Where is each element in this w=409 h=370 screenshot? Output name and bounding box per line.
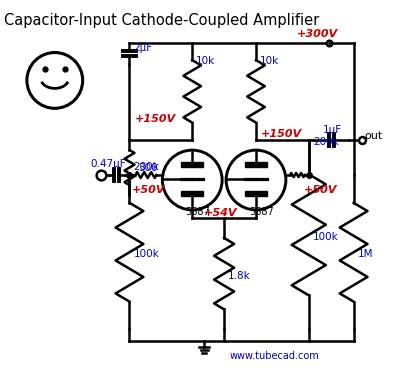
- Text: 1.8k: 1.8k: [227, 270, 250, 280]
- Text: 10k: 10k: [259, 57, 279, 67]
- Text: 200k: 200k: [133, 162, 159, 172]
- Text: 0.47μF: 0.47μF: [90, 159, 126, 169]
- Text: Capacitor-Input Cathode-Coupled Amplifier: Capacitor-Input Cathode-Coupled Amplifie…: [4, 13, 319, 28]
- Text: 1M: 1M: [357, 249, 372, 259]
- Text: +50V: +50V: [303, 185, 337, 195]
- Bar: [181, 191, 203, 196]
- Text: 2μF: 2μF: [133, 43, 152, 53]
- Text: +150V: +150V: [261, 129, 301, 139]
- Text: +54V: +54V: [204, 208, 237, 218]
- Bar: [181, 162, 203, 168]
- Text: 5687: 5687: [248, 207, 273, 217]
- Bar: [245, 162, 266, 168]
- Text: 10k: 10k: [196, 57, 215, 67]
- Text: 100k: 100k: [133, 249, 159, 259]
- Text: +300V: +300V: [296, 28, 337, 38]
- Text: 1μF: 1μF: [322, 125, 342, 135]
- Text: +150V: +150V: [134, 114, 175, 124]
- Bar: [245, 191, 266, 196]
- Text: 100k: 100k: [312, 232, 338, 242]
- Text: 200k: 200k: [312, 137, 338, 147]
- Text: out: out: [364, 131, 382, 141]
- Text: 300: 300: [137, 163, 157, 173]
- Text: +50V: +50V: [131, 185, 164, 195]
- Text: www.tubecad.com: www.tubecad.com: [229, 351, 318, 361]
- Text: 5687: 5687: [185, 207, 209, 217]
